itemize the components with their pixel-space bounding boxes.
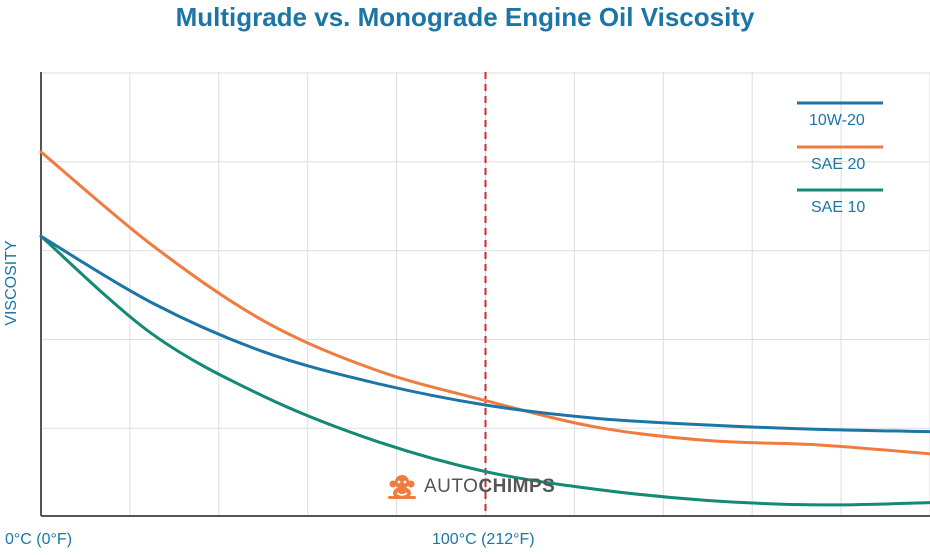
watermark: AUTOCHIMPS: [386, 472, 555, 502]
legend-label-sae10: SAE 10: [811, 199, 866, 216]
series-lines: [39, 150, 930, 507]
x-tick-label-0: 0°C (0°F): [5, 531, 73, 548]
chimp-mechanic-logo-icon: [388, 475, 416, 499]
watermark-part-1: AUTO: [424, 476, 479, 497]
axes: [40, 72, 930, 517]
series-line-sae-10: [39, 234, 930, 507]
legend-label-10w20: 10W-20: [809, 112, 865, 129]
legend: [797, 101, 883, 192]
legend-label-sae20: SAE 20: [811, 156, 866, 173]
series-line-10w-20: [39, 234, 930, 434]
x-tick-label-1: 100°C (212°F): [432, 531, 535, 548]
watermark-text: AUTOCHIMPS: [424, 476, 555, 498]
chart-title: Multigrade vs. Monograde Engine Oil Visc…: [175, 2, 755, 32]
y-axis-label: VISCOSITY: [3, 240, 20, 326]
series-line-sae-20: [39, 150, 930, 456]
watermark-part-2: CHIMPS: [478, 476, 556, 497]
